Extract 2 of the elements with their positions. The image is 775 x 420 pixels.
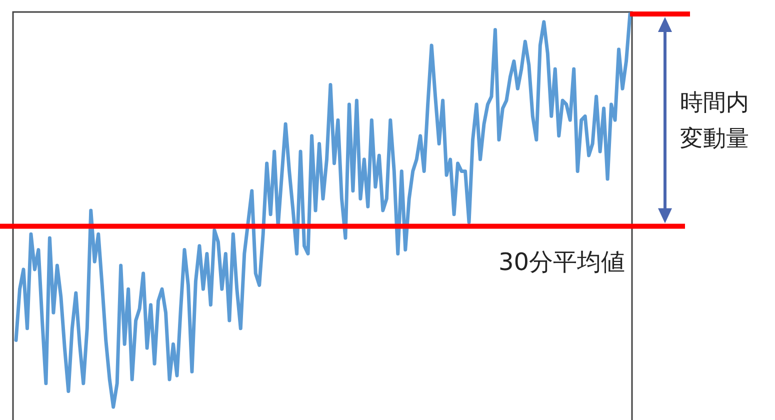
ref-line-label: 30分平均値	[498, 248, 625, 276]
text: 時間内変動量	[680, 90, 749, 152]
